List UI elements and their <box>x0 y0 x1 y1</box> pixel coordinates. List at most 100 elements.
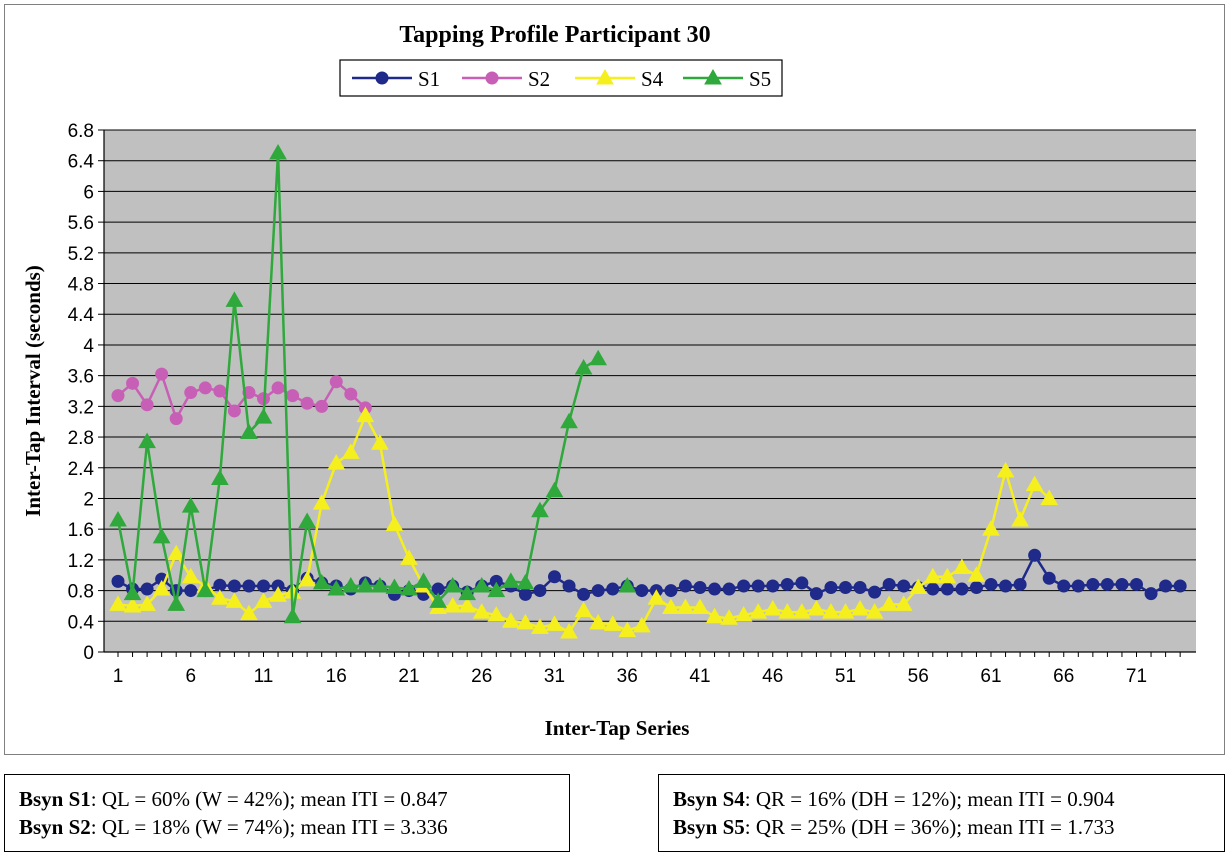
data-point-s4 <box>763 600 782 616</box>
data-point-s1 <box>1115 577 1129 591</box>
stats-text: : QR = 16% (DH = 12%); mean ITI = 0.904 <box>744 787 1115 811</box>
data-point-s4 <box>312 494 331 510</box>
data-point-s1 <box>751 579 765 593</box>
data-point-s4 <box>167 544 186 561</box>
data-point-s1 <box>737 579 751 593</box>
y-tick-label: 6.4 <box>68 152 95 173</box>
x-tick-label: 61 <box>980 666 1001 687</box>
data-point-s5 <box>531 501 549 518</box>
data-point-s5 <box>210 469 229 486</box>
data-point-s4 <box>967 566 986 582</box>
data-point-s1 <box>940 582 954 596</box>
data-point-s2 <box>315 399 329 413</box>
data-point-s1 <box>824 581 838 595</box>
series-s5-extra <box>618 576 637 593</box>
y-tick-label: 4.8 <box>68 275 94 296</box>
data-point-s1 <box>1130 577 1143 591</box>
y-tick-label: 1.6 <box>68 520 94 541</box>
data-point-s4 <box>341 443 360 459</box>
data-point-s1 <box>1013 577 1027 591</box>
data-point-s2 <box>126 376 140 390</box>
data-point-s1 <box>1159 579 1173 593</box>
data-point-s5 <box>516 573 535 590</box>
line-chart: Tapping Profile Participant 30 S1 S2 S4 S5 … <box>21 22 1196 740</box>
data-point-s4 <box>385 515 404 532</box>
stats-label: Bsyn S4 <box>673 787 745 811</box>
data-point-s1 <box>1028 548 1042 562</box>
stats-label: Bsyn S5 <box>673 815 745 839</box>
x-tick-label: 1 <box>113 666 124 687</box>
y-tick-label: 5.6 <box>68 213 94 234</box>
data-point-s1 <box>766 579 780 593</box>
x-tick-label: 36 <box>617 666 638 687</box>
y-tick-labels: 0 0.4 0.8 1.2 1.6 2 2.4 2.8 3.2 3.6 4 4.4 4.8 5.2 5.6 6… <box>68 121 104 664</box>
data-point-s1 <box>227 579 241 593</box>
data-point-s1 <box>1042 571 1056 585</box>
data-point-s5 <box>560 412 578 429</box>
axes <box>103 130 1196 653</box>
data-point-s1 <box>664 584 678 598</box>
legend-label: S4 <box>641 67 664 91</box>
data-point-s4 <box>516 613 535 630</box>
data-point-s4 <box>210 589 229 605</box>
data-point-s4 <box>181 567 200 584</box>
stats-line-s5: Bsyn S5: QR = 25% (DH = 36%); mean ITI =… <box>673 813 1210 841</box>
series-s5 <box>109 144 608 624</box>
data-point-s2 <box>184 386 198 400</box>
legend-marker <box>596 68 614 85</box>
data-point-s2 <box>155 367 169 381</box>
y-tick-label: 0.4 <box>68 612 95 633</box>
data-point-s4 <box>240 604 258 621</box>
data-point-s5 <box>545 481 564 498</box>
y-tick-label: 0 <box>83 643 94 664</box>
data-point-s5 <box>109 510 127 527</box>
data-point-s1 <box>882 577 896 591</box>
data-point-s1 <box>999 579 1013 593</box>
data-point-s5 <box>458 584 477 601</box>
data-point-s5 <box>312 573 331 590</box>
data-point-s4 <box>225 592 244 608</box>
data-point-s1 <box>853 581 867 595</box>
data-point-s4 <box>996 461 1015 478</box>
x-tick-label: 71 <box>1126 666 1147 687</box>
y-tick-label: 2.4 <box>68 459 95 480</box>
data-point-s1 <box>984 577 998 591</box>
data-point-s4 <box>1040 489 1059 505</box>
data-point-s5 <box>298 512 317 528</box>
legend-label: S2 <box>528 67 550 91</box>
data-point-s4 <box>749 603 768 619</box>
data-point-s4 <box>356 406 375 423</box>
legend-marker <box>704 68 722 85</box>
data-point-s5 <box>181 497 200 513</box>
data-point-s5 <box>341 576 360 593</box>
data-point-s1 <box>1173 579 1187 593</box>
x-tick-label: 21 <box>398 666 419 687</box>
data-point-s1 <box>926 582 940 596</box>
data-point-s5 <box>414 572 433 588</box>
data-point-s1 <box>955 582 969 596</box>
data-point-s5 <box>501 572 520 588</box>
y-tick-label: 0.8 <box>68 582 94 603</box>
y-tick-label: 6 <box>83 182 94 203</box>
y-tick-label: 3.2 <box>68 397 94 418</box>
data-point-s1 <box>868 585 882 599</box>
data-point-s4 <box>953 558 971 575</box>
data-point-s4 <box>254 592 273 608</box>
data-point-s4 <box>327 454 346 470</box>
legend-marker <box>375 71 389 85</box>
data-point-s4 <box>531 618 549 634</box>
data-point-s5 <box>138 432 156 449</box>
y-tick-label: 4 <box>83 336 94 357</box>
data-point-s4 <box>647 589 666 605</box>
data-point-s1 <box>635 584 649 598</box>
data-point-s1 <box>111 574 125 588</box>
data-point-s4 <box>807 600 826 616</box>
data-point-s5 <box>487 581 506 598</box>
data-point-s1 <box>795 576 809 590</box>
data-point-s5 <box>429 592 447 608</box>
data-point-s4 <box>472 603 491 619</box>
data-point-s1 <box>678 579 692 593</box>
data-point-s4 <box>443 596 462 613</box>
y-tick-label: 3.6 <box>68 367 94 388</box>
data-point-s1 <box>184 584 198 598</box>
